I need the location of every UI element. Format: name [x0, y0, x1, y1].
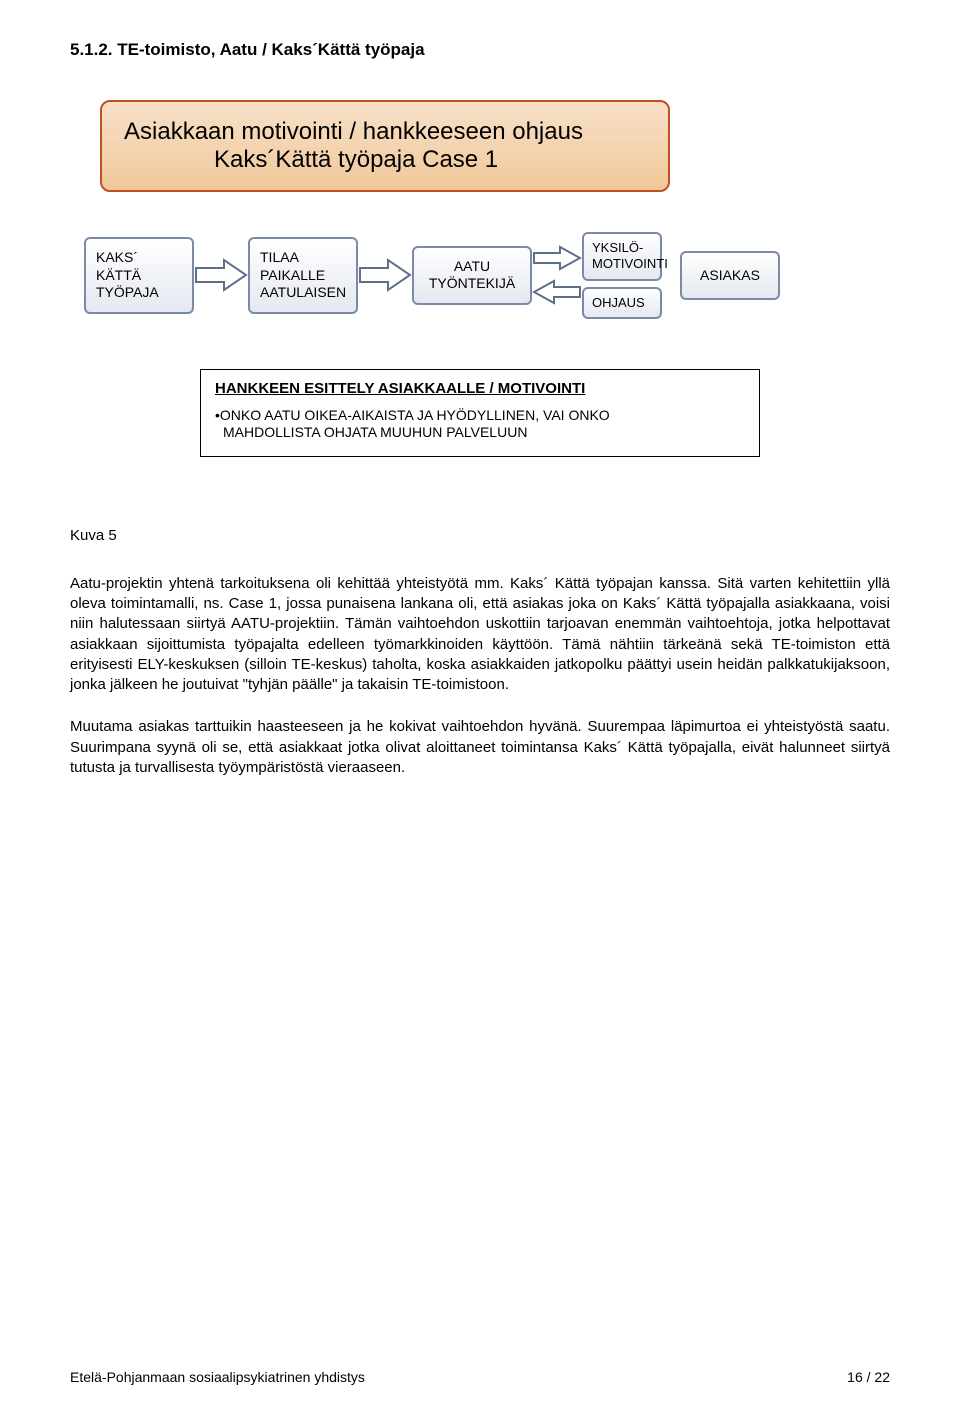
arrow-right-icon — [194, 258, 248, 292]
node-ohjaus: OHJAUS — [582, 287, 662, 319]
info-box: HANKKEEN ESITTELY ASIAKKAALLE / MOTIVOIN… — [200, 369, 760, 457]
flow-row: KAKS´ KÄTTÄ TYÖPAJA TILAA PAIKALLE AATUL… — [84, 232, 880, 319]
arrow-left-icon — [532, 279, 582, 305]
node-tilaa: TILAA PAIKALLE AATULAISEN — [248, 237, 358, 314]
paragraph-1: Aatu-projektin yhtenä tarkoituksena oli … — [70, 574, 890, 696]
node-aatu: AATU TYÖNTEKIJÄ — [412, 246, 532, 305]
node-yksilo: YKSILÖ-MOTIVOINTI — [582, 232, 662, 281]
diagram-container: Asiakkaan motivointi / hankkeeseen ohjau… — [80, 100, 880, 457]
footer-left: Etelä-Pohjanmaan sosiaalipsykiatrinen yh… — [70, 1369, 365, 1385]
arrow-1 — [194, 258, 248, 292]
figure-label: Kuva 5 — [70, 527, 890, 544]
node-asiakas: ASIAKAS — [680, 251, 780, 301]
info-box-line2: MAHDOLLISTA OHJATA MUUHUN PALVELUUN — [223, 424, 745, 442]
diagram-title-box: Asiakkaan motivointi / hankkeeseen ohjau… — [100, 100, 670, 192]
arrow-2 — [358, 258, 412, 292]
info-box-body: •ONKO AATU OIKEA-AIKAISTA JA HYÖDYLLINEN… — [215, 407, 745, 442]
arrow-right-icon — [532, 245, 582, 271]
node-kaks-katta: KAKS´ KÄTTÄ TYÖPAJA — [84, 237, 194, 314]
arrow-right-icon — [358, 258, 412, 292]
mid-column: YKSILÖ-MOTIVOINTI OHJAUS — [582, 232, 662, 319]
page-footer: Etelä-Pohjanmaan sosiaalipsykiatrinen yh… — [70, 1369, 890, 1385]
footer-right: 16 / 22 — [847, 1369, 890, 1385]
section-heading: 5.1.2. TE-toimisto, Aatu / Kaks´Kättä ty… — [70, 40, 890, 60]
info-box-title: HANKKEEN ESITTELY ASIAKKAALLE / MOTIVOIN… — [215, 380, 745, 397]
diagram-title-line1: Asiakkaan motivointi / hankkeeseen ohjau… — [124, 118, 646, 146]
paragraph-2: Muutama asiakas tarttuikin haasteeseen j… — [70, 717, 890, 778]
diagram-title-line2: Kaks´Kättä työpaja Case 1 — [214, 146, 646, 174]
arrow-group-3 — [532, 245, 582, 305]
info-box-line1: •ONKO AATU OIKEA-AIKAISTA JA HYÖDYLLINEN… — [215, 407, 745, 425]
